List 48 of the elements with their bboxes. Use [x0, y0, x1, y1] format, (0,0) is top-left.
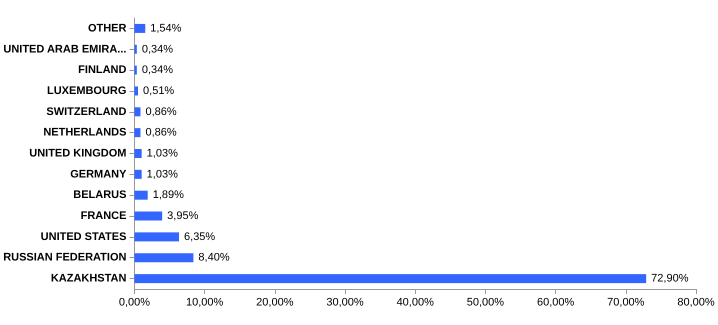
x-tick-label: 20,00% — [256, 296, 294, 308]
data-label: 1,03% — [146, 148, 178, 160]
y-tick-label: NETHERLANDS — [43, 126, 126, 139]
y-tick-label: FRANCE — [80, 210, 126, 222]
x-tick-label: 50,00% — [466, 296, 504, 308]
bar — [134, 107, 140, 116]
y-tick-label: UNITED STATES — [40, 230, 126, 243]
x-tick-label: 0,00% — [118, 296, 150, 308]
bar — [134, 253, 194, 262]
bar — [134, 66, 137, 75]
y-tick-label: OTHER — [88, 22, 126, 34]
bar — [134, 274, 646, 284]
x-tick-label: 70,00% — [607, 296, 645, 308]
data-label: 72,90% — [651, 272, 689, 285]
data-label: 3,95% — [167, 210, 199, 222]
y-tick-label: RUSSIAN FEDERATION — [3, 252, 126, 264]
bar — [134, 128, 140, 138]
bar — [134, 190, 148, 200]
data-label: 1,89% — [152, 189, 184, 202]
y-tick-label: KAZAKHSTAN — [50, 272, 126, 285]
data-label: 0,34% — [142, 43, 174, 56]
y-tick-label: GERMANY — [70, 168, 128, 180]
bar — [134, 212, 162, 221]
x-tick-label: 40,00% — [396, 296, 434, 308]
data-label: 6,35% — [184, 230, 216, 243]
bar — [134, 44, 137, 54]
data-label: 0,86% — [145, 106, 177, 118]
data-label: 8,40% — [198, 252, 230, 264]
x-tick-label: 10,00% — [186, 296, 224, 308]
y-tick-label: LUXEMBOURG — [46, 84, 126, 97]
bar — [134, 24, 146, 33]
data-label: 1,54% — [150, 22, 182, 34]
x-tick-label: 60,00% — [536, 296, 574, 308]
bar — [134, 232, 180, 242]
data-label: 0,34% — [142, 64, 174, 76]
data-label: 0,86% — [145, 126, 177, 139]
bar — [134, 149, 142, 158]
y-tick-label: UNITED ARAB EMIRA... — [3, 43, 126, 56]
bar — [134, 86, 138, 96]
data-label: 1,03% — [146, 168, 178, 180]
x-tick-label: 80,00% — [677, 296, 715, 308]
y-tick-label: UNITED KINGDOM — [29, 148, 126, 160]
y-tick-label: BELARUS — [73, 189, 126, 202]
y-tick-label: SWITZERLAND — [46, 106, 126, 118]
data-label: 0,51% — [143, 84, 174, 97]
y-tick-label: FINLAND — [78, 64, 126, 76]
x-tick-label: 30,00% — [326, 296, 364, 308]
bar — [134, 170, 142, 179]
